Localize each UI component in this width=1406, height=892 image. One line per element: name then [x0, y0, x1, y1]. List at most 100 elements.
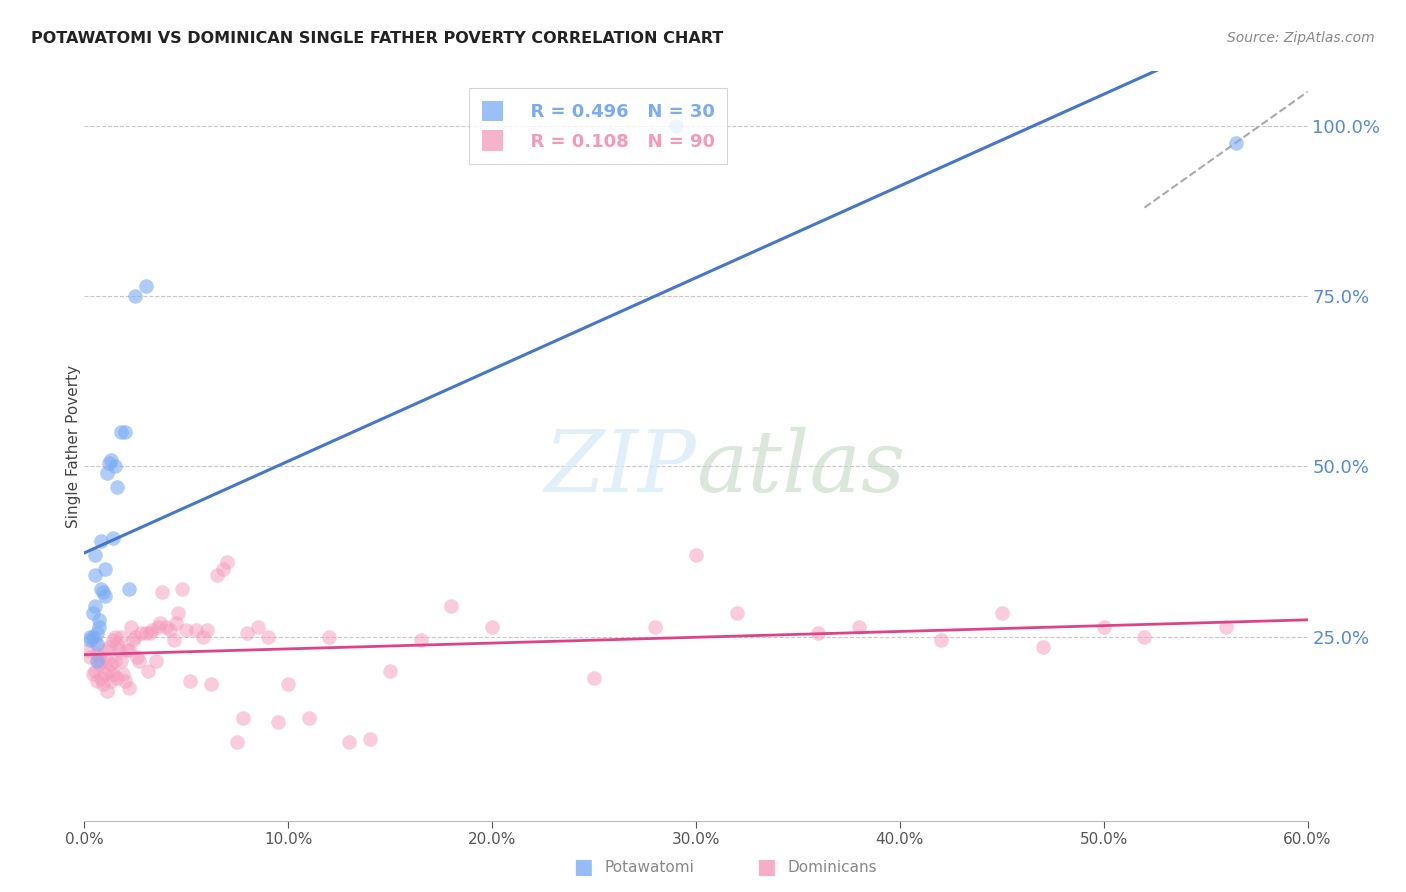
Point — [93, 561, 115, 575]
Point — [205, 568, 228, 582]
Point — [226, 735, 249, 749]
Point — [236, 626, 259, 640]
Point — [82, 630, 104, 644]
Point — [145, 654, 167, 668]
Point — [100, 657, 122, 671]
Point — [339, 735, 361, 749]
Point — [277, 677, 299, 691]
Point — [96, 654, 118, 668]
Point — [86, 636, 108, 650]
Point — [298, 711, 321, 725]
Point — [409, 633, 432, 648]
Point — [135, 626, 157, 640]
Text: ■: ■ — [756, 857, 776, 877]
Point — [93, 589, 115, 603]
Point — [108, 643, 131, 657]
Point — [138, 626, 160, 640]
Point — [118, 643, 141, 657]
Point — [101, 633, 124, 648]
Point — [991, 606, 1014, 620]
Point — [105, 671, 128, 685]
Point — [118, 582, 141, 596]
Point — [172, 582, 194, 596]
Point — [87, 650, 110, 665]
Point — [115, 643, 138, 657]
Point — [79, 650, 101, 665]
Text: Potawatomi: Potawatomi — [605, 860, 695, 874]
Point — [440, 599, 463, 613]
Point — [114, 673, 136, 688]
Point — [155, 619, 177, 633]
Point — [110, 630, 132, 644]
Point — [83, 633, 105, 648]
Text: Dominicans: Dominicans — [787, 860, 877, 874]
Point — [200, 677, 222, 691]
Point — [101, 667, 124, 681]
Point — [83, 548, 105, 562]
Point — [318, 630, 340, 644]
Point — [232, 711, 254, 725]
Point — [725, 606, 748, 620]
Point — [100, 452, 122, 467]
Point — [122, 633, 145, 648]
Point — [848, 619, 870, 633]
Point — [141, 623, 163, 637]
Point — [217, 555, 239, 569]
Text: atlas: atlas — [696, 427, 905, 510]
Text: POTAWATOMI VS DOMINICAN SINGLE FATHER POVERTY CORRELATION CHART: POTAWATOMI VS DOMINICAN SINGLE FATHER PO… — [31, 31, 723, 46]
Point — [644, 619, 666, 633]
Point — [124, 630, 146, 644]
Point — [90, 534, 112, 549]
Point — [146, 619, 169, 633]
Point — [257, 630, 280, 644]
Point — [77, 643, 100, 657]
Point — [359, 731, 381, 746]
Point — [79, 633, 101, 648]
Point — [685, 548, 707, 562]
Point — [79, 630, 101, 644]
Point — [87, 619, 110, 633]
Point — [1032, 640, 1054, 654]
Point — [186, 623, 208, 637]
Text: ZIP: ZIP — [544, 427, 696, 510]
Point — [90, 671, 112, 685]
Point — [174, 623, 197, 637]
Point — [91, 585, 114, 599]
Point — [163, 633, 186, 648]
Point — [87, 657, 110, 671]
Point — [105, 480, 128, 494]
Point — [104, 459, 127, 474]
Point — [136, 664, 159, 678]
Point — [131, 626, 153, 640]
Point — [159, 623, 181, 637]
Point — [82, 667, 104, 681]
Point — [82, 606, 104, 620]
Point — [110, 654, 132, 668]
Point — [929, 633, 952, 648]
Text: Source: ZipAtlas.com: Source: ZipAtlas.com — [1227, 31, 1375, 45]
Point — [101, 531, 124, 545]
Point — [86, 647, 108, 661]
Point — [1133, 630, 1156, 644]
Point — [83, 664, 105, 678]
Point — [93, 643, 115, 657]
Point — [128, 654, 150, 668]
Point — [807, 626, 830, 640]
Text: ■: ■ — [574, 857, 593, 877]
Point — [86, 654, 108, 668]
Point — [104, 630, 127, 644]
Point — [91, 677, 114, 691]
Point — [105, 636, 128, 650]
Point — [191, 630, 214, 644]
Point — [1225, 136, 1247, 150]
Point — [1215, 619, 1237, 633]
Point — [104, 654, 127, 668]
Point — [665, 119, 688, 133]
Point — [97, 664, 120, 678]
Point — [86, 673, 108, 688]
Point — [135, 279, 157, 293]
Point — [167, 606, 190, 620]
Point — [1092, 619, 1115, 633]
Point — [110, 425, 132, 440]
Point — [179, 673, 201, 688]
